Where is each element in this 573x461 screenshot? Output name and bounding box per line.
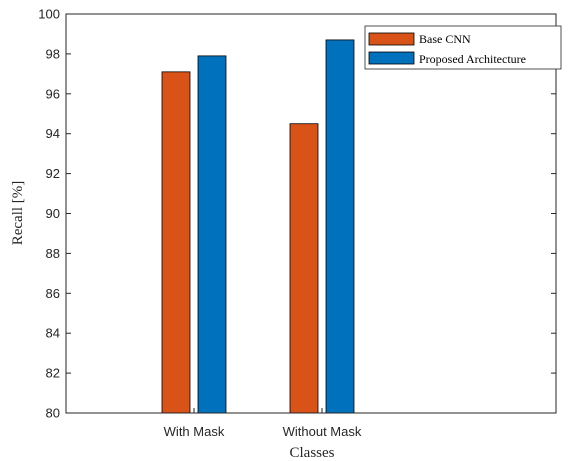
plot-border [65,13,557,414]
y-tick-label: 100 [38,7,60,22]
y-tick-label: 96 [46,86,60,101]
ticks-layer: 80 82 84 86 88 90 92 94 96 98 100 With Mask Without … [38,7,556,439]
x-tick-label: Without Mask [283,424,362,439]
y-tick-label: 80 [46,406,60,421]
y-tick-label: 90 [46,206,60,221]
y-tick-label: 92 [46,166,60,181]
x-tick-label: With Mask [164,424,225,439]
bars-layer [161,39,355,414]
legend-swatch-base-cnn [368,32,415,46]
y-tick-label: 94 [46,126,60,141]
bar-proposed-architecture-with-mask [197,55,227,414]
y-tick-label: 86 [46,286,60,301]
legend-label-proposed-architecture: Proposed Architecture [419,52,526,66]
legend-label-base-cnn: Base CNN [419,32,471,46]
x-axis-label: Classes [290,445,335,461]
y-axis-label: Recall [%] [10,181,26,246]
y-tick-label: 82 [46,366,60,381]
legend: Base CNN Proposed Architecture [364,25,562,70]
y-tick-label: 84 [46,326,60,341]
y-tick-label: 88 [46,246,60,261]
bar-base-cnn-without-mask [289,123,319,414]
y-tick-label: 98 [46,46,60,61]
bar-proposed-architecture-without-mask [325,39,355,414]
bar-base-cnn-with-mask [161,71,191,414]
legend-swatch-proposed-architecture [368,51,415,65]
